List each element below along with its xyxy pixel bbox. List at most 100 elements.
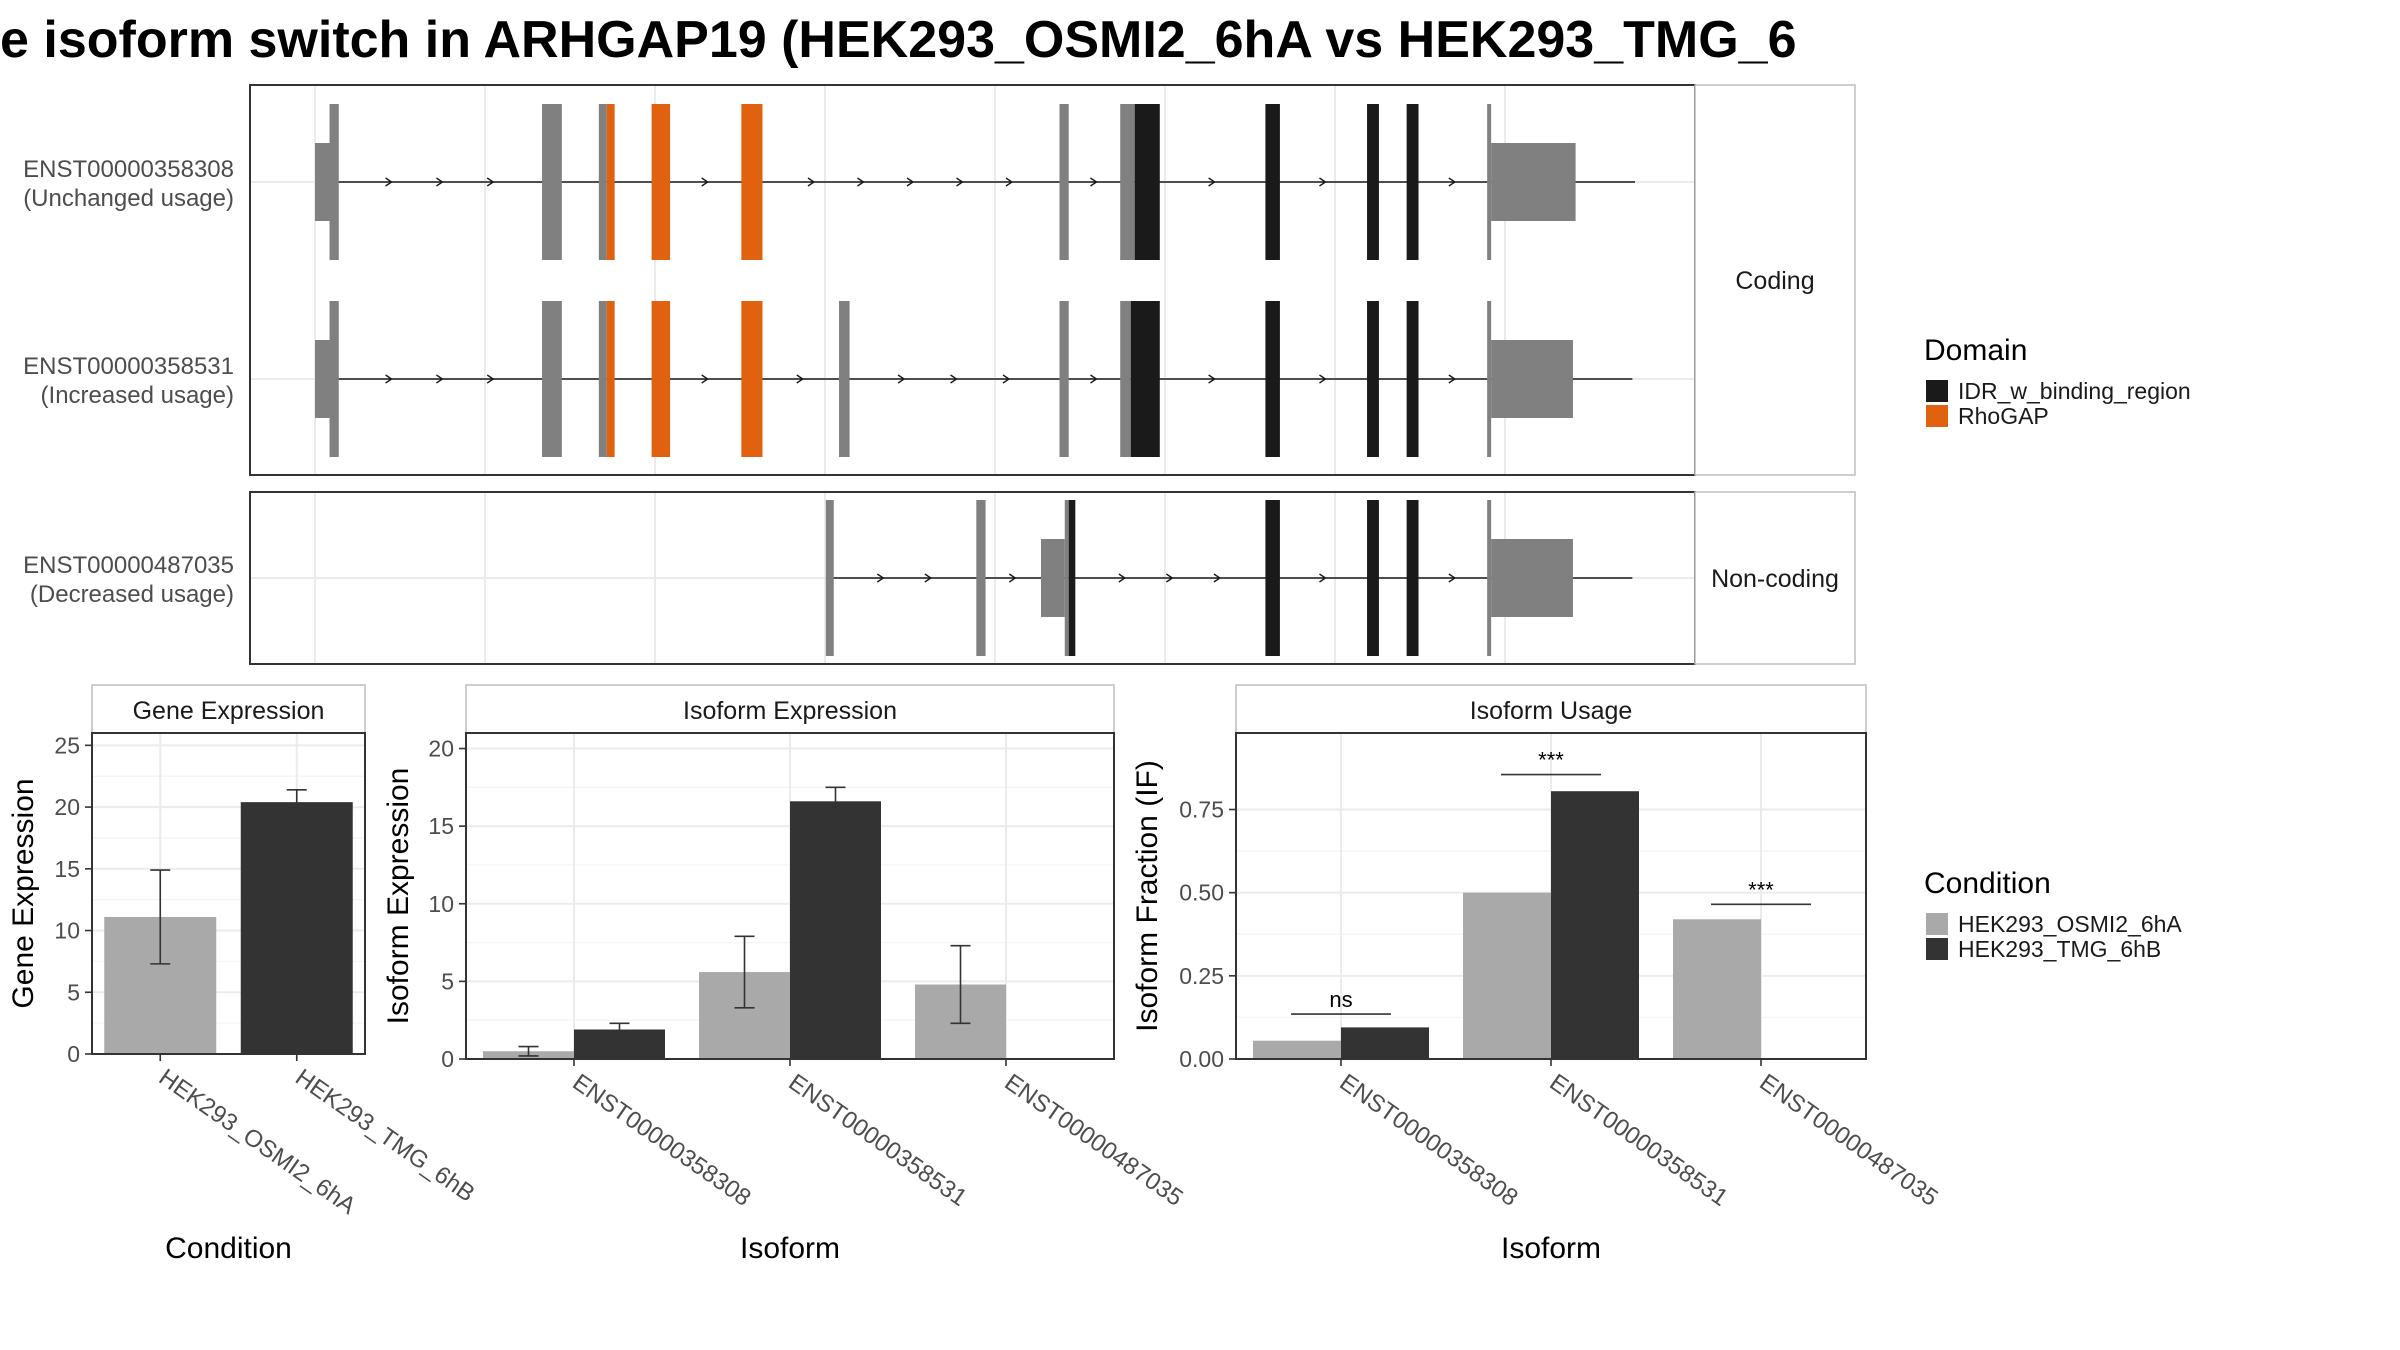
- intron-direction-arrow: [1090, 374, 1098, 384]
- coding-exon: [1130, 301, 1160, 457]
- x-tick-label: ENST00000487035: [1000, 1069, 1188, 1212]
- coding-exon: [1265, 301, 1280, 457]
- intron-direction-arrow: [1319, 573, 1327, 583]
- coding-exon: [825, 500, 834, 656]
- bar: [1253, 1040, 1341, 1059]
- intron-direction-arrow: [1448, 177, 1457, 187]
- y-tick-label: 10: [428, 891, 454, 917]
- domain-legend-label: RhoGAP: [1958, 403, 2049, 429]
- intron-direction-arrow: [857, 177, 865, 187]
- significance-label: ***: [1748, 877, 1774, 902]
- coding-exon: [1120, 301, 1131, 457]
- intron-direction-arrow: [701, 374, 709, 384]
- x-axis-title: Isoform: [1501, 1232, 1601, 1265]
- intron-direction-arrow: [924, 573, 933, 583]
- coding-exon: [1120, 104, 1135, 260]
- y-tick-label: 10: [54, 918, 80, 944]
- coding-exon: [1265, 104, 1280, 260]
- intron-direction-arrow: [1319, 374, 1327, 384]
- significance-label: ns: [1329, 987, 1352, 1012]
- coding-exon: [606, 104, 615, 260]
- transcript-id-label: ENST00000358531: [23, 353, 234, 380]
- condition-legend-label: HEK293_TMG_6hB: [1958, 936, 2161, 962]
- noncoding-strip: [1694, 491, 1856, 665]
- coding-exon: [1487, 301, 1492, 457]
- utr-exon: [315, 340, 330, 418]
- coding-exon: [606, 301, 615, 457]
- coding-exon: [598, 301, 607, 457]
- intron-direction-arrow: [1165, 573, 1174, 583]
- y-tick-label: 5: [67, 979, 80, 1005]
- coding-exon: [542, 301, 562, 457]
- intron-direction-arrow: [436, 374, 444, 384]
- intron-direction-arrow: [1448, 374, 1457, 384]
- bar: [790, 801, 881, 1059]
- x-tick-label: ENST00000358531: [784, 1069, 972, 1212]
- coding-exon: [651, 301, 671, 457]
- utr-exon: [1491, 539, 1573, 617]
- x-tick-label: ENST00000487035: [1755, 1069, 1943, 1212]
- y-tick-label: 20: [428, 736, 454, 762]
- coding-exon: [1406, 301, 1419, 457]
- y-tick-label: 0.50: [1179, 880, 1224, 906]
- coding-exon: [1059, 104, 1069, 260]
- domain-legend-swatch: [1926, 380, 1948, 402]
- coding-exon: [1367, 500, 1379, 656]
- condition-legend-swatch: [1926, 913, 1948, 935]
- y-tick-label: 5: [441, 968, 454, 994]
- intron-direction-arrow: [796, 374, 805, 384]
- y-axis-title: Isoform Fraction (IF): [1131, 760, 1164, 1032]
- intron-direction-arrow: [950, 374, 958, 384]
- intron-direction-arrow: [1005, 177, 1014, 187]
- intron-direction-arrow: [1448, 573, 1457, 583]
- intron-direction-arrow: [1208, 374, 1216, 384]
- transcript-usage-label: (Decreased usage): [30, 581, 234, 608]
- coding-exon: [1059, 301, 1069, 457]
- bar: [1673, 919, 1761, 1059]
- coding-exon: [598, 104, 607, 260]
- coding-exon: [1406, 104, 1419, 260]
- coding-exon: [1487, 500, 1492, 656]
- condition-legend-label: HEK293_OSMI2_6hA: [1958, 911, 2182, 937]
- figure-title: e isoform switch in ARHGAP19 (HEK293_OSM…: [0, 11, 1797, 69]
- intron-direction-arrow: [876, 573, 885, 583]
- chart-panel-border: [91, 732, 366, 1055]
- coding-exon: [651, 104, 671, 260]
- intron-direction-arrow: [956, 177, 964, 187]
- y-axis-title: Isoform Expression: [382, 768, 415, 1025]
- intron-direction-arrow: [701, 177, 709, 187]
- isoform-usage-chart: Isoform Usage ns *** *** 0.00 0.25 0.50 0.75 ENS…: [1131, 684, 1943, 1265]
- intron-direction-arrow: [486, 374, 495, 384]
- isoform-expression-chart: Isoform Expression 0 5 10 15 20 ENST0000035830…: [382, 684, 1188, 1265]
- coding-exon: [1134, 104, 1160, 260]
- coding-exon: [839, 301, 850, 457]
- significance-label: ***: [1538, 748, 1564, 773]
- intron-direction-arrow: [1319, 177, 1327, 187]
- transcript-structure-panel: Coding Non-coding ENST00000358308(Unchange…: [23, 84, 1856, 665]
- intron-direction-arrow: [1090, 177, 1098, 187]
- transcript-id-label: ENST00000487035: [23, 552, 234, 579]
- intron-direction-arrow: [436, 177, 444, 187]
- intron-direction-arrow: [897, 374, 906, 384]
- condition-legend-title: Condition: [1924, 867, 2051, 900]
- coding-exon: [976, 500, 986, 656]
- y-tick-label: 0.75: [1179, 797, 1224, 823]
- intron-direction-arrow: [1208, 177, 1216, 187]
- coding-exon: [1265, 500, 1280, 656]
- y-tick-label: 0.25: [1179, 963, 1224, 989]
- y-tick-label: 0.00: [1179, 1046, 1224, 1072]
- coding-exon: [741, 104, 763, 260]
- intron-direction-arrow: [385, 374, 393, 384]
- y-tick-label: 0: [441, 1046, 454, 1072]
- coding-strip: [1694, 84, 1856, 476]
- coding-exon: [1406, 500, 1419, 656]
- bar: [240, 802, 353, 1054]
- intron-direction-arrow: [486, 177, 495, 187]
- chart-strip-title: Isoform Usage: [1470, 697, 1633, 725]
- coding-exon: [329, 104, 339, 260]
- chart-strip-title: Isoform Expression: [683, 697, 897, 725]
- utr-exon: [1491, 143, 1576, 221]
